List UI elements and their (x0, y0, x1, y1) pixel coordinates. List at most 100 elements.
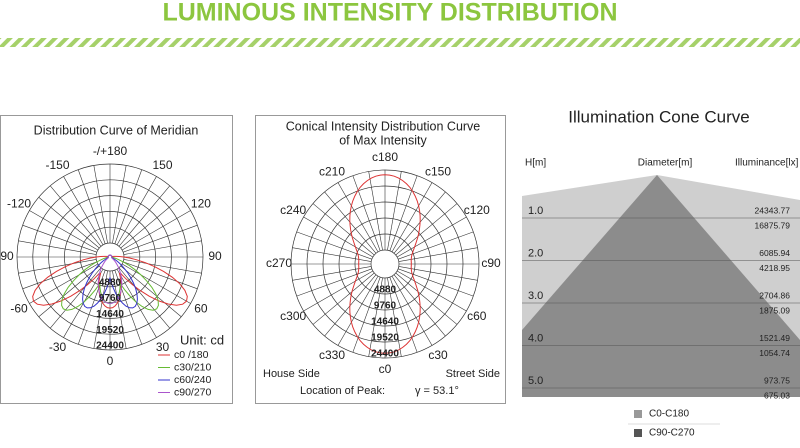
spoke (395, 203, 458, 256)
ring-label: 9760 (99, 293, 122, 304)
column-header: Diameter[m] (638, 158, 693, 169)
illuminance-value: 2704.86 (759, 290, 790, 300)
illuminance-value: 1875.09 (759, 305, 790, 315)
illuminance-value: 16875.79 (755, 220, 791, 230)
spoke (391, 182, 433, 253)
spoke (118, 267, 171, 329)
spoke (123, 261, 198, 290)
illuminance-value: 6085.94 (759, 248, 790, 258)
side-label: Street Side (446, 368, 500, 380)
legend-swatch (634, 429, 642, 437)
illuminance-value: 1054.74 (759, 348, 790, 358)
angle-label: -90 (0, 249, 14, 263)
intensity-curve (97, 254, 123, 305)
peak-label: Location of Peak: (300, 385, 385, 397)
spoke (398, 247, 478, 262)
legend-label: c90/270 (174, 386, 212, 398)
legend-swatch (634, 410, 642, 418)
angle-label: 90 (208, 249, 222, 263)
spoke (29, 210, 99, 251)
spoke (292, 247, 372, 262)
spoke (303, 216, 374, 258)
angle-label: c120 (464, 203, 490, 217)
angle-label: c150 (425, 164, 451, 178)
panel-border (255, 115, 506, 404)
spoke (337, 182, 379, 253)
spoke (396, 270, 467, 312)
height-label: 3.0 (528, 290, 543, 302)
spoke (398, 231, 474, 260)
ring-label: 9760 (374, 301, 397, 312)
ring-label: 14640 (371, 317, 399, 328)
divider (0, 38, 800, 47)
peak-value: γ = 53.1° (415, 385, 459, 397)
spoke (38, 196, 100, 249)
ring-label: 19520 (96, 325, 124, 336)
spoke (337, 275, 379, 346)
angle-label: -120 (7, 197, 31, 211)
ring-label: 4880 (99, 277, 122, 288)
spoke (120, 196, 182, 249)
panel-title: Conical Intensity Distribution Curve (286, 119, 481, 133)
illuminance-value: 4218.95 (759, 263, 790, 273)
spoke (303, 270, 374, 312)
unit-label: Unit: cd (180, 332, 224, 347)
spoke (387, 277, 402, 357)
ring-label: 24400 (371, 349, 399, 360)
ring-label: 24400 (96, 341, 124, 352)
spoke (120, 265, 182, 318)
spoke (112, 165, 127, 244)
cone-diagram (522, 175, 800, 397)
illuminance-value: 973.75 (764, 375, 790, 385)
column-header: Illuminance[lx] (735, 158, 799, 169)
ring-label: 4880 (374, 285, 397, 296)
illuminance-value: 24343.77 (755, 205, 791, 215)
spoke (114, 169, 143, 244)
side-label: House Side (263, 368, 320, 380)
angle-label: c210 (319, 164, 345, 178)
angle-label: -60 (10, 302, 28, 316)
column-header: H[m] (525, 158, 546, 169)
spoke (296, 268, 372, 297)
angle-label: -/+180 (93, 144, 128, 158)
polar-grid (290, 169, 480, 359)
height-label: 4.0 (528, 332, 543, 344)
illuminance-value: 1521.49 (759, 333, 790, 343)
ring-label: 19520 (371, 333, 399, 344)
spoke (312, 203, 375, 256)
angle-label: -150 (45, 158, 69, 172)
spoke (22, 261, 97, 290)
height-label: 5.0 (528, 375, 543, 387)
spoke (391, 275, 433, 346)
angle-label: c90 (481, 256, 501, 270)
illuminance-value: 675.03 (764, 390, 790, 400)
legend-label: c0 /180 (174, 349, 209, 361)
spoke (389, 277, 418, 353)
spoke (398, 266, 478, 281)
angle-label: c0 (379, 362, 392, 376)
angle-label: 0 (107, 354, 114, 368)
spoke (18, 240, 97, 255)
height-label: 1.0 (528, 205, 543, 217)
legend-label: c60/240 (174, 374, 212, 386)
legend-label: c30/210 (174, 361, 212, 373)
ring-label: 14640 (96, 309, 124, 320)
spoke (395, 272, 458, 325)
spoke (312, 272, 375, 325)
spoke (368, 171, 383, 251)
spoke (123, 224, 198, 253)
spoke (77, 169, 106, 244)
angle-label: 30 (156, 340, 170, 354)
angle-label: 150 (152, 158, 172, 172)
panel-title: of Max Intensity (339, 133, 427, 147)
angle-label: 60 (194, 302, 208, 316)
spoke (93, 165, 108, 244)
panel-border (0, 115, 233, 404)
spoke (18, 259, 97, 274)
spoke (118, 185, 171, 247)
spoke (398, 268, 474, 297)
spoke (49, 185, 102, 247)
height-label: 2.0 (528, 247, 543, 259)
